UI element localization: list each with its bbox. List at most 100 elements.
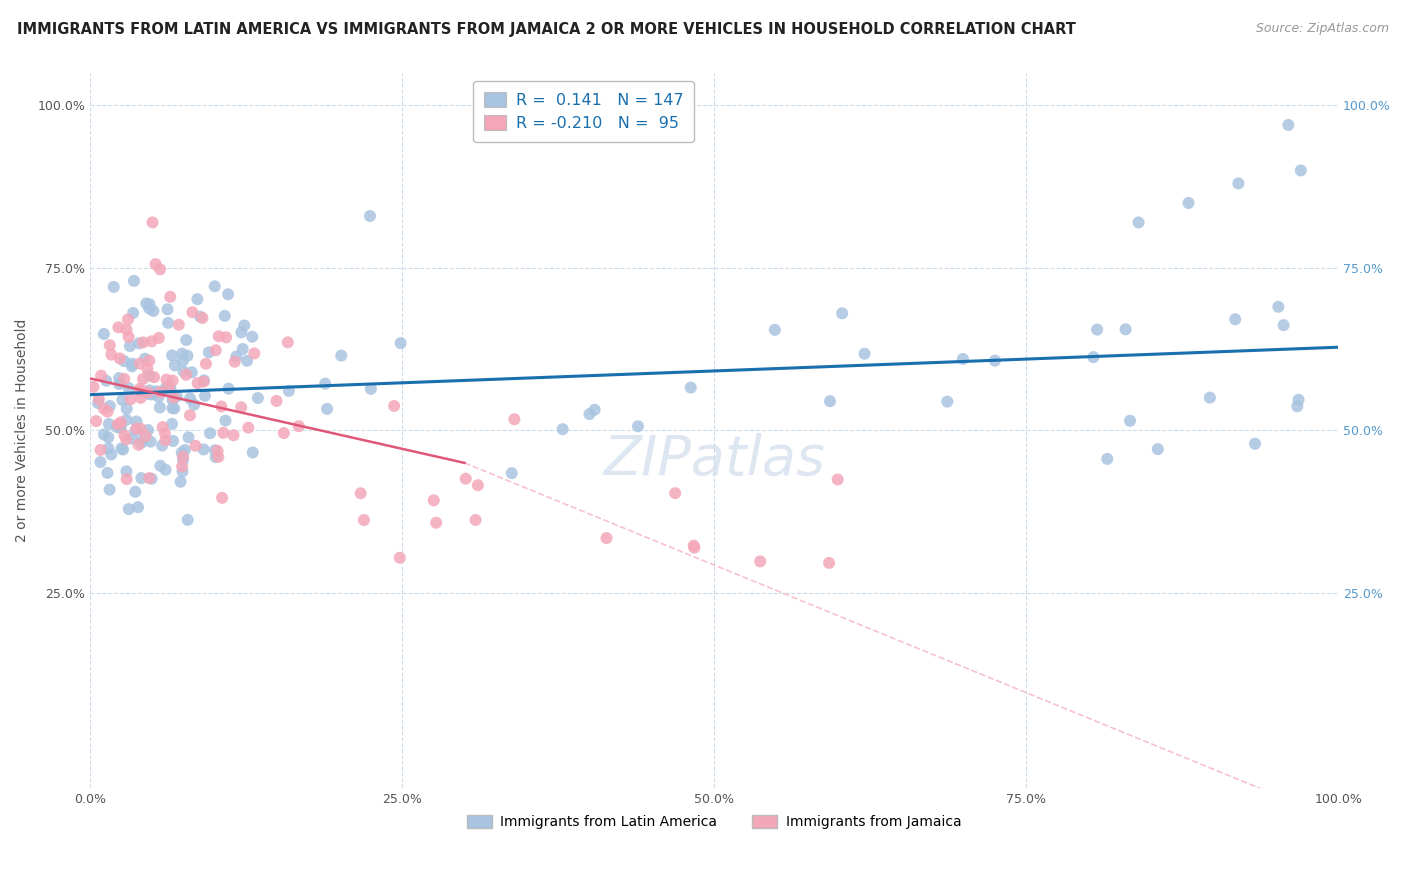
Point xyxy=(679,381,702,395)
Point xyxy=(159,290,181,304)
Point xyxy=(198,345,221,359)
Point xyxy=(217,287,239,301)
Point xyxy=(153,426,176,441)
Point xyxy=(583,402,606,417)
Point xyxy=(110,442,132,456)
Point xyxy=(683,541,706,555)
Point xyxy=(215,330,238,344)
Point xyxy=(204,279,226,293)
Point xyxy=(122,306,145,320)
Point xyxy=(277,384,299,398)
Point xyxy=(87,392,110,407)
Point xyxy=(117,330,139,344)
Point xyxy=(89,442,111,457)
Point xyxy=(1115,322,1137,336)
Point xyxy=(1225,312,1247,326)
Point xyxy=(181,305,204,319)
Point xyxy=(464,513,486,527)
Point xyxy=(110,415,132,429)
Point xyxy=(176,349,198,363)
Point xyxy=(115,413,138,427)
Point xyxy=(112,372,135,386)
Point xyxy=(141,472,163,486)
Point xyxy=(179,392,201,406)
Point xyxy=(155,434,177,448)
Point xyxy=(110,421,132,435)
Point xyxy=(1244,436,1267,450)
Point xyxy=(425,516,447,530)
Point xyxy=(1083,350,1105,364)
Point xyxy=(827,473,849,487)
Point xyxy=(187,376,209,390)
Point xyxy=(818,556,841,570)
Point xyxy=(155,463,177,477)
Point xyxy=(135,429,157,443)
Point xyxy=(831,306,853,320)
Point xyxy=(108,376,131,391)
Point xyxy=(139,434,162,449)
Point xyxy=(129,384,152,399)
Point xyxy=(98,338,121,352)
Point xyxy=(117,312,139,326)
Point xyxy=(138,353,160,368)
Point xyxy=(100,448,122,462)
Point xyxy=(246,391,269,405)
Point xyxy=(169,475,191,489)
Point xyxy=(160,348,183,362)
Point xyxy=(162,401,184,416)
Point xyxy=(157,316,180,330)
Point xyxy=(194,357,217,371)
Point xyxy=(211,491,233,505)
Point xyxy=(105,420,128,434)
Point xyxy=(134,351,156,366)
Point xyxy=(818,394,841,409)
Point xyxy=(193,375,215,389)
Point xyxy=(243,346,266,360)
Point xyxy=(664,486,686,500)
Point xyxy=(97,405,120,419)
Point xyxy=(167,318,190,332)
Point xyxy=(118,381,141,395)
Point xyxy=(110,417,132,432)
Point xyxy=(207,443,229,458)
Point xyxy=(209,400,232,414)
Point xyxy=(112,354,135,368)
Point xyxy=(288,419,311,434)
Point xyxy=(172,459,194,474)
Point xyxy=(115,472,138,486)
Point xyxy=(98,483,121,497)
Point xyxy=(501,466,523,480)
Point xyxy=(1177,196,1199,211)
Point xyxy=(198,426,221,441)
Point xyxy=(115,433,138,447)
Point xyxy=(174,368,197,382)
Point xyxy=(682,539,704,553)
Point xyxy=(172,450,194,464)
Point xyxy=(204,343,226,358)
Point xyxy=(97,417,120,431)
Point xyxy=(127,500,149,515)
Point xyxy=(162,434,184,448)
Point xyxy=(149,262,172,277)
Point xyxy=(132,335,155,350)
Point xyxy=(138,301,160,316)
Point xyxy=(148,390,170,404)
Point xyxy=(149,401,172,415)
Point xyxy=(82,380,104,394)
Point xyxy=(84,414,107,428)
Point xyxy=(193,442,215,457)
Point xyxy=(163,391,186,405)
Point xyxy=(129,422,152,436)
Point xyxy=(90,368,112,383)
Point xyxy=(179,409,201,423)
Point xyxy=(132,372,155,386)
Point xyxy=(93,427,115,442)
Point xyxy=(111,392,134,407)
Point xyxy=(174,333,197,347)
Point xyxy=(1085,322,1108,336)
Point xyxy=(191,310,214,325)
Point xyxy=(454,472,477,486)
Point xyxy=(180,365,202,379)
Point xyxy=(204,450,226,464)
Point xyxy=(163,401,186,416)
